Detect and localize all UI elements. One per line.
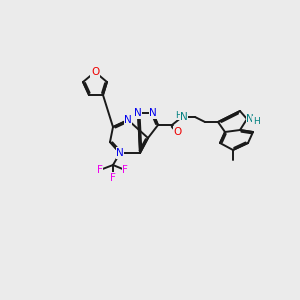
Text: N: N xyxy=(116,148,124,158)
Text: F: F xyxy=(110,173,116,183)
Text: N: N xyxy=(180,112,188,122)
Text: O: O xyxy=(91,67,99,77)
Text: O: O xyxy=(174,127,182,137)
Text: N: N xyxy=(134,108,142,118)
Text: H: H xyxy=(253,116,260,125)
Text: F: F xyxy=(122,165,128,175)
Text: F: F xyxy=(97,165,103,175)
Text: H: H xyxy=(175,110,182,119)
Text: N: N xyxy=(149,108,157,118)
Text: N: N xyxy=(246,114,254,124)
Text: N: N xyxy=(124,115,132,125)
